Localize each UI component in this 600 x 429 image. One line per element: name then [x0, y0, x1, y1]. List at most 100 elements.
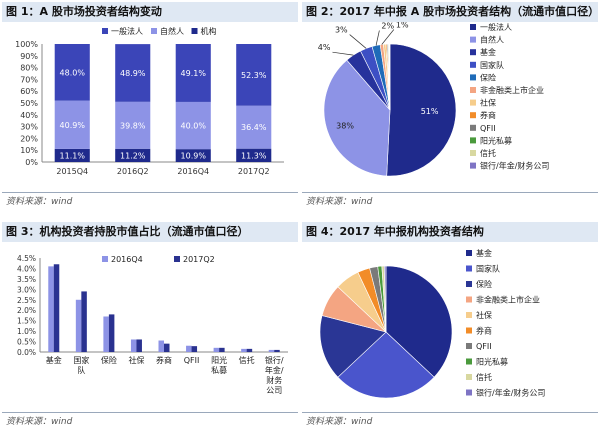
panel-1-rule — [2, 192, 298, 193]
y-tick-label: 0% — [25, 158, 38, 167]
bar-segment — [115, 101, 151, 149]
bar-segment — [115, 44, 151, 102]
panel-2-source: 资料来源：wind — [306, 197, 373, 207]
legend-label: 阳光私募 — [480, 135, 512, 145]
bar — [241, 348, 247, 352]
y-tick-label: 2.0% — [17, 306, 36, 315]
panel-4-rule — [302, 412, 598, 413]
legend-label: 基金 — [480, 47, 496, 57]
legend-swatch — [470, 99, 476, 106]
bar — [219, 347, 225, 352]
legend-label: QFII — [476, 342, 492, 351]
x-tick-label: 公司 — [266, 386, 282, 395]
y-tick-label: 0.0% — [17, 348, 36, 357]
x-tick-label: 财务 — [266, 375, 282, 385]
bar — [186, 345, 192, 352]
x-tick-label: 队 — [77, 365, 85, 375]
legend-label: 券商 — [480, 110, 496, 120]
y-tick-label: 80% — [20, 64, 38, 73]
legend-swatch — [151, 28, 157, 34]
data-label: 52.3% — [241, 71, 267, 80]
y-tick-label: 3.0% — [17, 285, 36, 294]
legend-swatch — [470, 112, 476, 119]
panel-4-title: 图 4：2017 年中报机构投资者结构 — [302, 222, 598, 242]
data-label: 48.0% — [60, 68, 86, 77]
y-tick-label: 20% — [20, 134, 38, 143]
data-label: 49.1% — [181, 69, 207, 78]
legend-label: 银行/年金/财务公司 — [480, 161, 549, 171]
legend-swatch — [470, 61, 476, 68]
y-tick-label: 3.5% — [17, 275, 36, 284]
legend-swatch — [466, 312, 472, 318]
legend-swatch — [470, 150, 476, 156]
y-tick-label: 40% — [20, 111, 38, 120]
legend-swatch — [466, 281, 472, 287]
bar-segment — [175, 101, 211, 150]
pie-slice — [319, 315, 387, 378]
legend-swatch — [466, 327, 472, 334]
bar-segment — [236, 148, 272, 162]
legend-swatch — [102, 28, 108, 34]
bar — [108, 314, 115, 352]
pie-data-label: 51% — [421, 107, 439, 116]
y-tick-label: 1.5% — [17, 317, 36, 326]
panel-3: 图 3：机构投资者持股市值占比（流通市值口径） 0.0% 0.5% 1.0% 1.5%… — [2, 222, 298, 427]
panel-2-title: 图 2：2017 年中报 A 股市场投资者结构（流通市值口径） — [302, 2, 598, 22]
y-tick-label: 100% — [15, 40, 38, 49]
legend-label: 机构 — [201, 26, 217, 36]
y-tick-label: 4.0% — [17, 264, 36, 273]
bar-segment — [175, 149, 211, 162]
x-tick-label: 信托 — [239, 355, 255, 365]
bar-segment — [236, 44, 272, 106]
pie-slice — [385, 265, 453, 378]
legend-label: 基金 — [476, 248, 492, 258]
y-tick-label: 30% — [20, 123, 38, 132]
legend-swatch — [102, 256, 108, 262]
chart-1-stacked-bar: 0% 10% 20% 30% 40% 50% 60% 70% 80% 90% 100% 一般法人 自然人… — [15, 26, 284, 176]
legend-swatch — [191, 28, 198, 34]
bar — [81, 291, 87, 352]
x-tick-label: 券商 — [156, 355, 172, 365]
x-tick-label: 阳光 — [211, 355, 227, 365]
bar — [268, 349, 275, 352]
pie-slice — [384, 265, 387, 333]
data-label: 40.0% — [181, 122, 207, 131]
bar-segment — [54, 100, 90, 149]
leader-line — [332, 51, 354, 56]
pie-data-label: 38% — [336, 121, 354, 130]
legend-swatch — [470, 49, 476, 56]
legend-swatch — [470, 137, 476, 144]
x-tick-label: 保险 — [101, 355, 117, 365]
x-tick-label: 社保 — [128, 355, 144, 365]
bar-segment — [236, 105, 272, 149]
y-tick-label: 2.5% — [17, 296, 36, 305]
panel-1-source: 资料来源：wind — [6, 197, 73, 207]
leader-line — [381, 29, 395, 45]
legend-label: 一般法人 — [111, 26, 143, 36]
x-tick-label: 银行/ — [265, 355, 284, 365]
panel-1: 图 1：A 股市场投资者结构变动 0% 10% 20% 30% 40% 50% 60% 70%… — [2, 2, 298, 207]
legend-swatch — [466, 343, 472, 349]
data-label: 11.2% — [120, 151, 146, 160]
data-label: 10.9% — [181, 152, 207, 161]
legend-swatch — [466, 358, 472, 365]
panel-4-source: 资料来源：wind — [306, 417, 373, 427]
legend-swatch — [466, 296, 472, 303]
x-tick-label: 国家 — [73, 355, 89, 365]
bar — [213, 347, 220, 352]
legend-label: 自然人 — [480, 35, 504, 45]
data-label: 11.3% — [241, 151, 267, 160]
legend-swatch — [466, 389, 472, 396]
legend-swatch — [466, 250, 472, 256]
legend-label: 自然人 — [160, 26, 184, 36]
legend-label: 银行/年金/财务公司 — [476, 388, 545, 398]
pie-data-label: 4% — [318, 43, 331, 52]
bar-segment — [175, 44, 211, 102]
bar-segment — [115, 148, 151, 162]
legend-swatch — [470, 162, 476, 169]
legend-label: 社保 — [476, 310, 492, 320]
bar — [130, 339, 137, 352]
pie-slice — [323, 59, 391, 177]
bar — [103, 316, 109, 352]
